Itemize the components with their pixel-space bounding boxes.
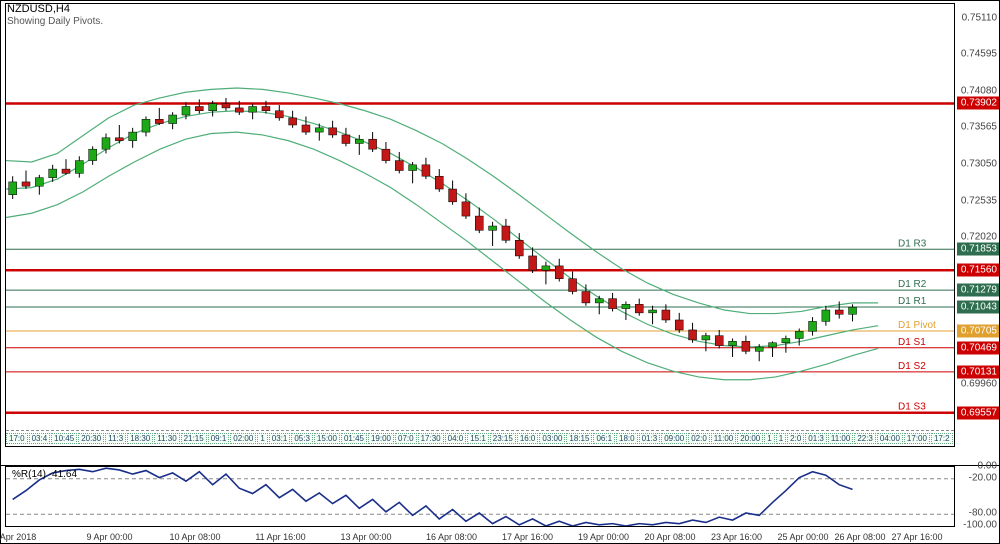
price-tick: 0.74595	[961, 49, 997, 60]
time-tick: 16 Apr 08:00	[426, 532, 477, 542]
price-level-box: 0.70131	[957, 365, 999, 378]
session-time-row: 17:003:410:4520:3011:318:3011:3021:1509:…	[6, 430, 954, 445]
session-time-cell: 11:00	[711, 433, 736, 444]
time-tick: 11 Apr 16:00	[255, 532, 305, 542]
chart-root: NZDUSD,H4 Showing Daily Pivots. D1 R3D1 …	[0, 0, 1000, 544]
session-time-cell: 09:1	[208, 433, 230, 444]
indicator-subtitle: Showing Daily Pivots.	[7, 16, 103, 27]
session-time-cell: 17:0	[6, 433, 28, 444]
time-tick: 9 Apr 00:00	[86, 532, 132, 542]
session-time-cell: 18:0	[616, 433, 638, 444]
session-time-cell: 11:30	[154, 433, 179, 444]
session-time-cell: 18:30	[127, 433, 153, 444]
time-tick: 26 Apr 08:00	[834, 532, 885, 542]
price-level-box: 0.73902	[957, 97, 999, 110]
session-time-cell: 01:3	[639, 433, 661, 444]
time-tick: 20 Apr 08:00	[644, 532, 695, 542]
session-time-cell: 17:30	[418, 433, 444, 444]
oscillator-pane[interactable]: %R(14) -41.64 0.00-20.00-80.00-100.00 5 …	[1, 465, 999, 543]
session-time-cell: 1	[764, 433, 774, 444]
session-time-cell: 02:0	[688, 433, 710, 444]
session-time-cell: 18:15	[566, 433, 592, 444]
price-level-box: 0.69557	[957, 406, 999, 419]
session-time-cell: 10:45	[51, 433, 77, 444]
price-tick: 0.73050	[961, 159, 997, 170]
svg-text:D1 S2: D1 S2	[898, 361, 926, 372]
oscillator-yaxis: 0.00-20.00-80.00-100.00	[957, 466, 999, 527]
price-pane[interactable]: NZDUSD,H4 Showing Daily Pivots. D1 R3D1 …	[1, 1, 999, 465]
session-time-cell: 16:0	[517, 433, 539, 444]
price-level-box: 0.70469	[957, 341, 999, 354]
session-time-cell: 17:2	[931, 433, 953, 444]
session-time-cell: 05:3	[291, 433, 313, 444]
session-time-cell: 15:1	[467, 433, 489, 444]
session-time-cell: 19:00	[368, 433, 394, 444]
oscillator-title: %R(14) -41.64	[12, 469, 77, 480]
session-time-cell: 1	[257, 433, 267, 444]
svg-text:D1 R2: D1 R2	[898, 279, 927, 290]
session-time-cell: 22:3	[854, 433, 876, 444]
price-svg: D1 R3 D1 R2 D1 R1 D1 Pivot D1 S1 D1 S2 D1 S3	[6, 4, 954, 431]
session-time-cell: 11:3	[105, 433, 126, 444]
time-tick: 25 Apr 00:00	[777, 532, 828, 542]
time-tick: 19 Apr 00:00	[578, 532, 629, 542]
price-plot-area[interactable]: D1 R3 D1 R2 D1 R1 D1 Pivot D1 S1 D1 S2 D1 S3 1…	[5, 3, 955, 447]
session-time-cell: 03:00	[539, 433, 565, 444]
price-tick: 0.74080	[961, 85, 997, 96]
time-tick: 13 Apr 00:00	[340, 532, 391, 542]
time-tick: 27 Apr 16:00	[891, 532, 942, 542]
session-time-cell: 01:45	[341, 433, 367, 444]
svg-text:D1 R1: D1 R1	[898, 296, 927, 307]
session-time-cell: 2:0	[787, 433, 804, 444]
session-time-cell: 01:3	[805, 433, 827, 444]
price-level-box: 0.71853	[957, 243, 999, 256]
oscillator-tick: 0.00	[978, 461, 997, 472]
time-xaxis: 5 Apr 20189 Apr 00:0010 Apr 08:0011 Apr …	[5, 528, 955, 543]
oscillator-tick: -20.00	[969, 472, 997, 483]
time-tick: 17 Apr 16:00	[502, 532, 553, 542]
svg-text:D1 R3: D1 R3	[898, 238, 927, 249]
price-tick: 0.69960	[961, 379, 997, 390]
price-yaxis: 0.75110 0.74595 0.74080 0.73565 0.73050 0.725…	[957, 3, 999, 447]
time-tick: 23 Apr 16:00	[711, 532, 762, 542]
oscillator-plot-area[interactable]: %R(14) -41.64	[5, 466, 955, 527]
session-time-cell: 04:00	[877, 433, 903, 444]
price-tick: 0.72020	[961, 232, 997, 243]
time-tick: 5 Apr 2018	[0, 532, 36, 542]
oscillator-svg	[6, 467, 954, 526]
price-tick: 0.72535	[961, 195, 997, 206]
price-tick: 0.75110	[962, 12, 997, 23]
session-time-cell: 17:00	[904, 433, 930, 444]
oscillator-tick: -100.00	[963, 520, 997, 531]
svg-text:D1 S1: D1 S1	[898, 337, 926, 348]
svg-text:D1 Pivot: D1 Pivot	[898, 320, 936, 331]
session-time-cell: 09:00	[661, 433, 687, 444]
session-time-cell: 02:00	[230, 433, 256, 444]
session-time-cell: 15:00	[314, 433, 340, 444]
session-time-cell: 03:1	[269, 433, 291, 444]
session-time-cell: 20:30	[78, 433, 104, 444]
session-time-cell: 04:0	[445, 433, 467, 444]
session-time-cell: 11:00	[828, 433, 853, 444]
price-level-box: 0.71279	[957, 284, 999, 297]
price-level-box: 0.71043	[957, 300, 999, 313]
main-xaxis-spacer	[5, 448, 955, 465]
session-time-cell: 07:0	[395, 433, 417, 444]
price-level-box: 0.70705	[957, 325, 999, 338]
svg-text:D1 S3: D1 S3	[898, 402, 926, 413]
price-level-box: 0.71560	[957, 264, 999, 277]
session-time-cell: 20:00	[737, 433, 763, 444]
oscillator-tick: -80.00	[969, 508, 997, 519]
session-time-cell: 1	[776, 433, 786, 444]
instrument-title: NZDUSD,H4	[7, 3, 70, 15]
session-time-cell: 21:15	[181, 433, 207, 444]
session-time-cell: 23:15	[490, 433, 516, 444]
session-time-cell: 03:4	[29, 433, 51, 444]
price-tick: 0.73565	[961, 122, 997, 133]
session-time-cell: 06:1	[593, 433, 615, 444]
time-tick: 10 Apr 08:00	[169, 532, 220, 542]
